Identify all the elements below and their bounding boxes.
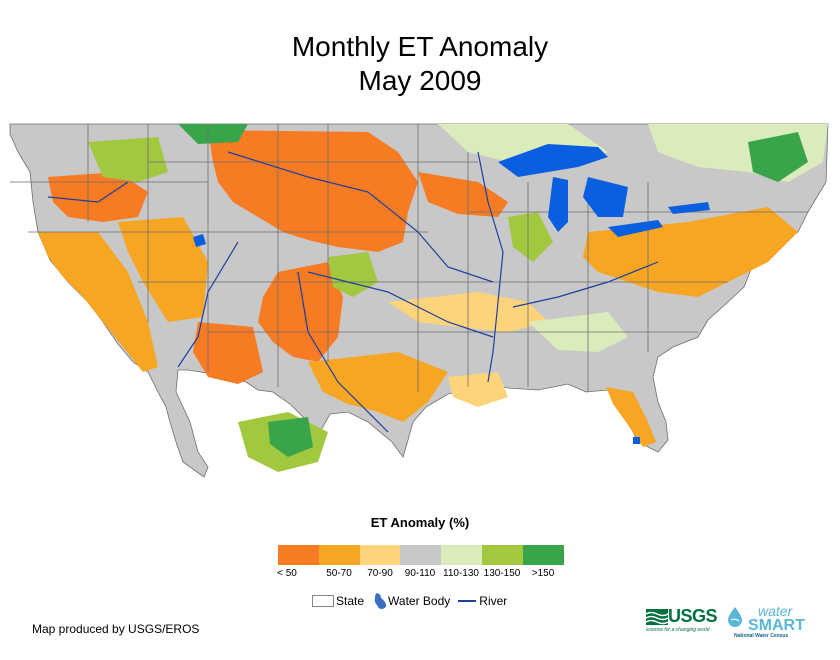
legend-label-2: 50-70	[326, 568, 352, 579]
lake-huron	[583, 177, 628, 217]
legend-swatch-5	[441, 545, 482, 565]
anomaly-gt150-mexico	[268, 417, 313, 457]
water-bodies	[193, 144, 710, 444]
river-arkansas	[307, 271, 494, 338]
usgs-logo: USGS science for a changing world	[646, 606, 718, 633]
legend-label-6: 130-150	[483, 568, 521, 579]
watersmart-logo: water SMART National Water Census	[726, 604, 805, 639]
legend-water-body: Water Body	[372, 592, 450, 610]
legend-label-1: < 50	[277, 568, 297, 579]
river-mississippi	[477, 151, 504, 383]
map-subtitle-date: May 2009	[358, 65, 482, 96]
anomaly-50-70-california	[38, 232, 158, 372]
legend-river: River	[458, 594, 507, 608]
river-missouri	[227, 151, 494, 283]
anomaly-50-70-texas	[308, 352, 448, 422]
lake-erie	[608, 220, 663, 237]
legend-title: ET Anomaly (%)	[370, 515, 470, 530]
lake-michigan	[548, 177, 568, 232]
anomaly-lt50-pacific-nw	[48, 172, 148, 222]
anomaly-70-90-texas-east	[448, 372, 508, 407]
legend-label-3: 70-90	[367, 568, 393, 579]
lake-superior	[498, 144, 608, 177]
anomaly-50-70-great-basin	[118, 217, 208, 322]
lake-ontario	[668, 202, 710, 214]
legend-swatch-3	[359, 545, 401, 565]
anomaly-gt150-north	[178, 124, 248, 144]
map-title: Monthly ET Anomaly	[291, 31, 549, 62]
usgs-wordmark: USGS	[668, 606, 718, 626]
legend-state: State	[312, 594, 364, 608]
legend-swatch-7	[522, 545, 564, 565]
anomaly-gt150-maine	[748, 132, 808, 182]
legend-color-bar	[278, 545, 564, 565]
legend-label-7: >150	[531, 568, 555, 579]
reference-legend: State Water Body River	[312, 592, 515, 610]
river-columbia	[47, 181, 129, 203]
river-symbol	[458, 600, 477, 602]
watersmart-subtitle: National Water Census	[734, 633, 789, 639]
rivers	[47, 151, 659, 433]
legend-swatch-1	[278, 545, 319, 565]
legend-label-5: 110-130	[443, 568, 479, 579]
watersmart-smart-text: SMART	[748, 617, 805, 634]
legend-state-label: State	[336, 594, 365, 608]
legend-river-label: River	[479, 594, 508, 608]
water-body-icon	[374, 593, 387, 609]
legend-swatch-4	[400, 545, 442, 565]
anomaly-lt50-northern-plains	[208, 130, 418, 252]
legend-water-body-label: Water Body	[388, 594, 451, 608]
anomaly-130-150-new-mexico	[328, 252, 378, 297]
legend-label-4: 90-110	[404, 568, 436, 579]
river-rio-grande	[297, 271, 389, 433]
legend-swatch-6	[481, 545, 523, 565]
anomaly-50-70-florida	[606, 387, 656, 447]
map-credit: Map produced by USGS/EROS	[32, 622, 200, 636]
usgs-wave-icon	[646, 608, 668, 625]
river-colorado	[177, 241, 239, 368]
lake-okeechobee	[633, 437, 640, 444]
anomaly-lt50-arizona	[193, 322, 263, 384]
legend-swatch-2	[318, 545, 360, 565]
river-ohio	[512, 261, 659, 308]
anomaly-130-150-michigan	[508, 212, 553, 262]
anomaly-lt50-southwest	[258, 262, 343, 362]
great-salt-lake	[193, 234, 206, 247]
watersmart-water-text: water	[758, 603, 793, 619]
state-boundaries	[10, 124, 808, 392]
conus-et-anomaly-map	[9, 123, 829, 478]
water-drop-icon	[728, 607, 742, 627]
anomaly-lt50-northeast-patch	[418, 172, 508, 217]
state-symbol	[312, 595, 334, 607]
usgs-tagline: science for a changing world	[646, 627, 710, 633]
